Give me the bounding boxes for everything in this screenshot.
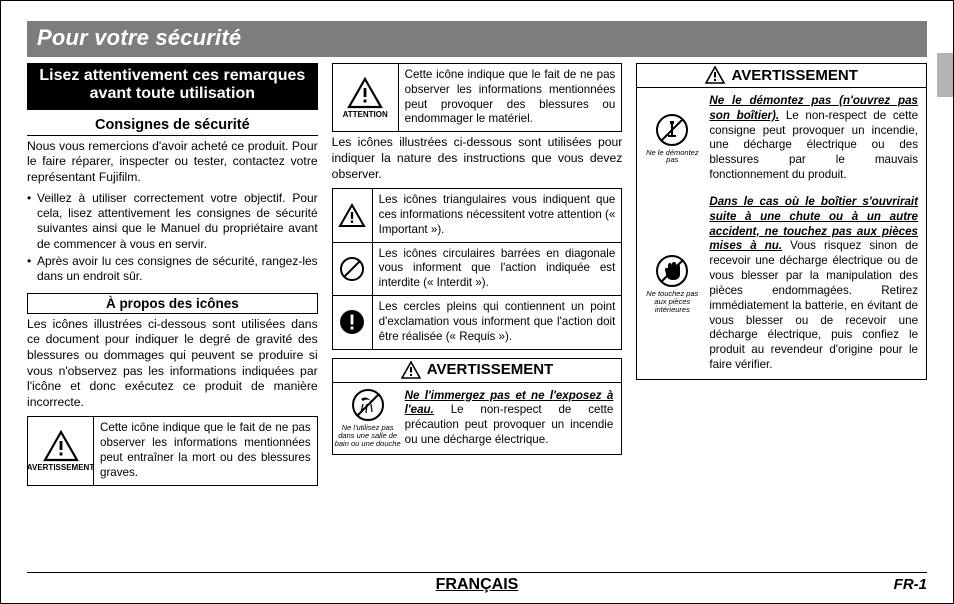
no-shower-icon <box>351 388 385 422</box>
attention-triangle-icon <box>347 77 383 109</box>
bullet-2: Après avoir lu ces consignes de sécurité… <box>27 254 318 285</box>
avertissement-heading-col3: AVERTISSEMENT <box>636 63 927 88</box>
disassemble-warning-box: Ne le démontez pas Ne le démontez pas (n… <box>636 88 927 189</box>
table-row: Les icônes triangulaires vous indiquent … <box>333 189 622 241</box>
column-3: AVERTISSEMENT Ne le démontez pas Ne le d… <box>636 63 927 541</box>
important-text: Les icônes triangulaires vous indiquent … <box>373 189 622 241</box>
avertissement-text: Cette icône indique que le fait de ne pa… <box>94 417 317 484</box>
column-1: Lisez attentivement ces remarques avant … <box>27 63 318 541</box>
about-icons-body: Les icônes illustrées ci-dessous sont ut… <box>27 317 318 411</box>
avertissement-title-col3: AVERTISSEMENT <box>731 67 857 84</box>
columns: Lisez attentivement ces remarques avant … <box>27 63 927 541</box>
water-warning-text: Ne l'immergez pas et ne l'exposez à l'ea… <box>403 383 622 454</box>
bullet-list: Veillez à utiliser correctement votre ob… <box>27 189 318 285</box>
warning-triangle-cell: AVERTISSEMENT <box>28 417 94 484</box>
table-row: Les icônes circulaires barrées en diagon… <box>333 242 622 295</box>
column-2: ATTENTION Cette icône indique que le fai… <box>332 63 623 541</box>
attention-iconrow: ATTENTION Cette icône indique que le fai… <box>332 63 623 132</box>
required-icon-cell <box>333 296 373 348</box>
warning-caption: AVERTISSEMENT <box>27 464 94 472</box>
warning-triangle-icon <box>43 430 79 462</box>
attention-cell: ATTENTION <box>333 64 399 131</box>
page: Pour votre sécurité Lisez attentivement … <box>0 0 954 604</box>
no-disassemble-caption: Ne le démontez pas <box>639 149 705 165</box>
about-icons-heading: À propos des icônes <box>27 293 318 314</box>
avertissement-title: AVERTISSEMENT <box>427 361 553 378</box>
subhead-security: Consignes de sécurité <box>27 114 318 136</box>
avertissement-heading-col2: AVERTISSEMENT <box>332 358 623 383</box>
footer: FRANÇAIS FR-1 <box>27 572 927 593</box>
water-warning-body: Le non-respect de cette précaution peut … <box>405 403 614 446</box>
touch-body: Vous risquez sinon de recevoir une décha… <box>709 239 918 371</box>
no-disassemble-icon <box>655 113 689 147</box>
important-icon-cell <box>333 189 373 241</box>
bullet-1: Veillez à utiliser correctement votre ob… <box>27 191 318 252</box>
no-touch-icon-cell: Ne touchez pas aux pièces intérieures <box>637 189 707 379</box>
disassemble-warning-text: Ne le démontez pas (n'ouvrez pas son boî… <box>707 88 926 189</box>
warning-triangle-icon <box>705 66 725 84</box>
attention-text: Cette icône indique que le fait de ne pa… <box>399 64 622 131</box>
warning-triangle-icon <box>401 361 421 379</box>
no-water-icon-cell: Ne l'utilisez pas dans une salle de bain… <box>333 383 403 454</box>
prohibited-circle-icon <box>339 256 365 282</box>
icon-meaning-table: Les icônes triangulaires vous indiquent … <box>332 188 623 349</box>
water-warning-box: Ne l'utilisez pas dans une salle de bain… <box>332 383 623 455</box>
no-touch-icon <box>655 254 689 288</box>
intro-text: Nous vous remercions d'avoir acheté ce p… <box>27 139 318 186</box>
no-touch-caption: Ne touchez pas aux pièces intérieures <box>639 290 705 314</box>
touch-warning-box: Ne touchez pas aux pièces intérieures Da… <box>636 189 927 380</box>
page-title-banner: Pour votre sécurité <box>27 21 927 57</box>
avertissement-iconrow: AVERTISSEMENT Cette icône indique que le… <box>27 416 318 485</box>
required-text: Les cercles pleins qui contiennent un po… <box>373 296 622 348</box>
attention-caption: ATTENTION <box>343 111 388 119</box>
prohibited-text: Les icônes circulaires barrées en diagon… <box>373 243 622 295</box>
no-water-caption: Ne l'utilisez pas dans une salle de bain… <box>335 424 401 448</box>
footer-language: FRANÇAIS <box>27 576 927 594</box>
required-circle-icon <box>339 309 365 335</box>
side-tab <box>937 53 953 97</box>
bullet-1-italic: Manuel du propriétaire <box>161 221 284 235</box>
prohibited-icon-cell <box>333 243 373 295</box>
important-triangle-icon <box>338 203 366 228</box>
touch-warning-text: Dans le cas où le boîtier s'ouvrirait su… <box>707 189 926 379</box>
no-disassemble-icon-cell: Ne le démontez pas <box>637 88 707 189</box>
table-row: Les cercles pleins qui contiennent un po… <box>333 295 622 348</box>
black-heading: Lisez attentivement ces remarques avant … <box>27 63 318 110</box>
icons-intro-2: Les icônes illustrées ci-dessous sont ut… <box>332 135 623 182</box>
